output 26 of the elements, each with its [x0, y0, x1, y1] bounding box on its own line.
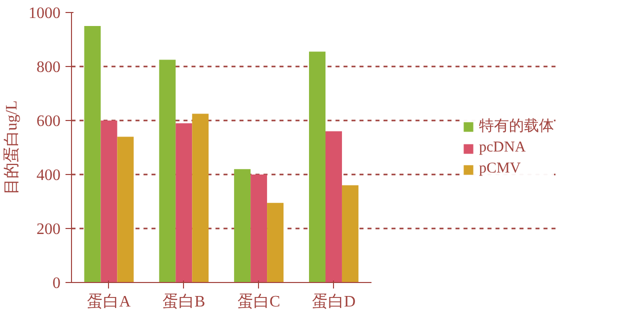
y-tick-label: 0 [52, 275, 60, 292]
bar [234, 169, 251, 282]
bar [309, 52, 326, 282]
bar [176, 123, 192, 282]
y-axis-title: 目的蛋白ug/L [4, 100, 20, 195]
x-tick-label: 蛋白C [237, 294, 280, 310]
legend-label: 特有的载体 [479, 117, 554, 136]
y-tick-label: 600 [36, 113, 60, 130]
x-tick-label: 蛋白D [312, 294, 356, 310]
y-tick-label: 400 [36, 167, 60, 184]
y-tick-label: 1000 [28, 5, 60, 22]
legend-label: pcDNA [479, 140, 526, 156]
bar [342, 185, 358, 282]
y-tick-label: 800 [36, 59, 60, 76]
y-tick-label: 200 [36, 221, 60, 238]
bar [100, 120, 118, 282]
bar [250, 174, 268, 282]
x-tick-label: 蛋白A [87, 294, 132, 310]
x-tick-label: 蛋白B [162, 294, 206, 310]
bar [267, 202, 284, 282]
bar [117, 136, 134, 282]
bar [159, 60, 176, 282]
bar [84, 26, 101, 282]
bar [325, 131, 342, 282]
legend-label: pCMV [479, 160, 521, 178]
bar [192, 114, 209, 282]
